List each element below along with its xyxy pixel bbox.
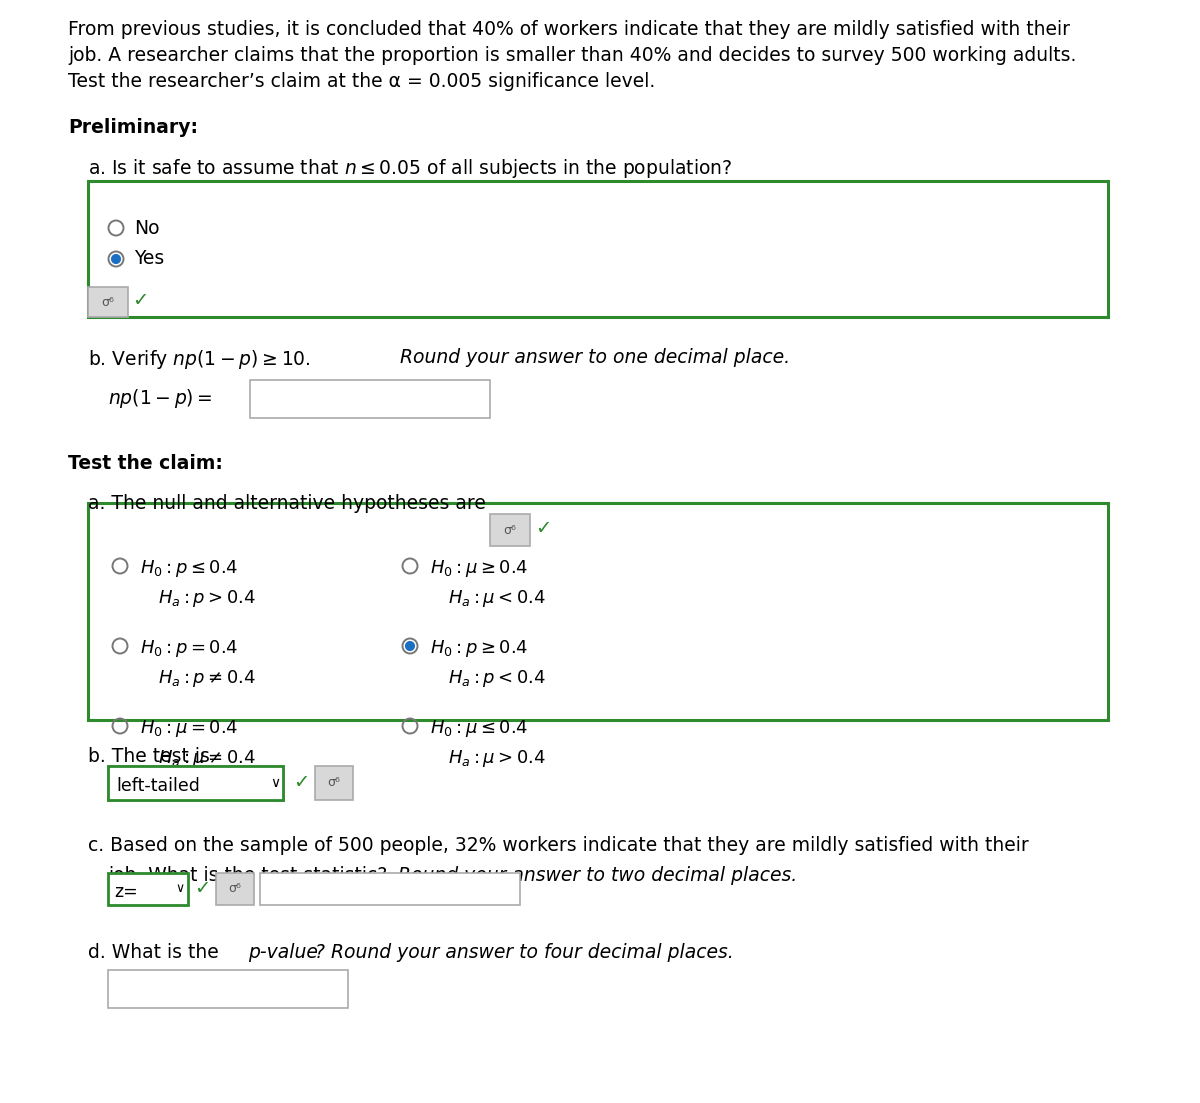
- Text: ✓: ✓: [293, 773, 310, 792]
- Text: $H_0:p \leq 0.4$: $H_0:p \leq 0.4$: [140, 558, 239, 579]
- Text: z=: z=: [114, 884, 138, 901]
- Bar: [108, 765, 283, 800]
- Bar: [250, 381, 490, 418]
- Text: b. The test is: b. The test is: [88, 747, 210, 765]
- Bar: [88, 503, 1108, 720]
- Text: $H_a:\mu > 0.4$: $H_a:\mu > 0.4$: [448, 748, 546, 769]
- Circle shape: [406, 642, 414, 651]
- Text: p-value: p-value: [248, 943, 318, 962]
- Circle shape: [112, 255, 120, 264]
- Text: σ⁶: σ⁶: [102, 296, 114, 309]
- Bar: [108, 872, 188, 904]
- Text: σ⁶: σ⁶: [228, 882, 241, 896]
- Text: Round your answer to two decimal places.: Round your answer to two decimal places.: [398, 866, 797, 885]
- Text: c. Based on the sample of 500 people, 32% workers indicate that they are mildly : c. Based on the sample of 500 people, 32…: [88, 836, 1028, 855]
- Text: $np(1-p) =$: $np(1-p) =$: [108, 386, 212, 409]
- Text: ✓: ✓: [132, 291, 149, 311]
- Text: $H_0:p = 0.4$: $H_0:p = 0.4$: [140, 638, 239, 658]
- Bar: [88, 287, 128, 317]
- Text: $H_a:p \neq 0.4$: $H_a:p \neq 0.4$: [158, 668, 256, 689]
- Text: ? Round your answer to four decimal places.: ? Round your answer to four decimal plac…: [314, 943, 733, 962]
- Text: $H_a:\mu \neq 0.4$: $H_a:\mu \neq 0.4$: [158, 748, 256, 769]
- Text: d. What is the: d. What is the: [88, 943, 224, 962]
- Bar: [314, 765, 353, 800]
- Text: $H_0:p \geq 0.4$: $H_0:p \geq 0.4$: [430, 638, 528, 658]
- Text: Test the claim:: Test the claim:: [68, 454, 223, 473]
- Bar: [88, 181, 1108, 317]
- Text: $H_a:p > 0.4$: $H_a:p > 0.4$: [158, 588, 256, 609]
- Text: job. What is the test statistic?: job. What is the test statistic?: [108, 866, 394, 885]
- Text: ✓: ✓: [194, 879, 210, 899]
- Bar: [490, 514, 530, 546]
- Text: $H_a:p < 0.4$: $H_a:p < 0.4$: [448, 668, 546, 689]
- Text: Test the researcher’s claim at the α = 0.005 significance level.: Test the researcher’s claim at the α = 0…: [68, 72, 655, 92]
- Bar: [108, 970, 348, 1008]
- Text: ∨: ∨: [270, 777, 280, 790]
- Text: $H_0:\mu \leq 0.4$: $H_0:\mu \leq 0.4$: [430, 718, 528, 739]
- Text: a. The null and alternative hypotheses are: a. The null and alternative hypotheses a…: [88, 494, 486, 513]
- Text: σ⁶: σ⁶: [328, 777, 341, 790]
- Text: Preliminary:: Preliminary:: [68, 118, 198, 137]
- Bar: [108, 765, 283, 800]
- Text: ∨: ∨: [175, 882, 184, 896]
- Text: No: No: [134, 218, 160, 237]
- Text: b. Verify $np(1-p) \geq 10$.: b. Verify $np(1-p) \geq 10$.: [88, 349, 334, 371]
- Text: a. Is it safe to assume that $n \leq 0.05$ of all subjects in the population?: a. Is it safe to assume that $n \leq 0.0…: [88, 157, 732, 180]
- Text: $H_a:\mu < 0.4$: $H_a:\mu < 0.4$: [448, 588, 546, 609]
- Bar: [216, 872, 254, 904]
- Text: ✓: ✓: [535, 520, 551, 538]
- Text: left-tailed: left-tailed: [116, 777, 200, 795]
- Text: From previous studies, it is concluded that 40% of workers indicate that they ar: From previous studies, it is concluded t…: [68, 20, 1070, 39]
- Bar: [260, 872, 520, 904]
- Text: Yes: Yes: [134, 249, 164, 268]
- Text: $H_0:\mu \geq 0.4$: $H_0:\mu \geq 0.4$: [430, 558, 528, 579]
- Text: job. A researcher claims that the proportion is smaller than 40% and decides to : job. A researcher claims that the propor…: [68, 46, 1076, 65]
- Text: $H_0:\mu = 0.4$: $H_0:\mu = 0.4$: [140, 718, 239, 739]
- Text: Round your answer to one decimal place.: Round your answer to one decimal place.: [388, 349, 790, 367]
- Text: σ⁶: σ⁶: [504, 524, 516, 536]
